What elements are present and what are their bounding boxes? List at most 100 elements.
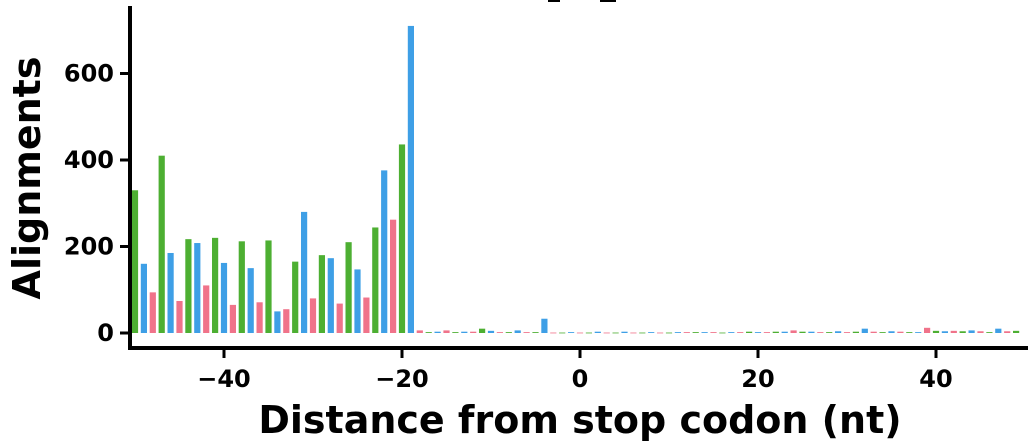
- bar-frame0-x-17: [425, 332, 432, 333]
- bar-frame2-x-33: [283, 309, 290, 333]
- bar-frame0-x-38: [238, 241, 245, 333]
- bar-frame2-x-48: [149, 292, 156, 333]
- bar-frame2-x18: [737, 332, 744, 333]
- bar-frame0-x22: [772, 331, 779, 333]
- bar-frame2-x15: [710, 332, 717, 333]
- bar-frame0-x-5: [532, 332, 539, 333]
- bar-frame1-x-40: [220, 262, 228, 333]
- bar-frame2-x-3: [550, 332, 557, 334]
- bar-frame2-x-45: [176, 301, 183, 333]
- bar-frame0-x49: [1013, 330, 1020, 333]
- bar-frame1-x5: [621, 331, 628, 333]
- bar-frame0-x16: [719, 332, 726, 334]
- bar-frame1-x-10: [487, 330, 495, 333]
- bar-frame0-x-11: [479, 328, 486, 333]
- x-tick-label: 20: [741, 365, 774, 393]
- bar-frame2-x-18: [416, 330, 423, 333]
- x-tick-label: 40: [919, 365, 952, 393]
- bar-frame1-x-19: [407, 25, 414, 334]
- y-tick-label: 0: [97, 319, 114, 347]
- bar-frame1-x-7: [514, 330, 521, 333]
- bar-frame2-x-15: [443, 330, 450, 333]
- bar-frame0-x4: [612, 332, 619, 334]
- bar-frame1-x44: [968, 330, 975, 333]
- bar-frame1-x-49: [140, 263, 147, 333]
- bars-layer: [131, 25, 1020, 334]
- bar-frame1-x-16: [434, 331, 441, 333]
- bar-frame1-x35: [888, 331, 895, 333]
- bar-frame1-x-25: [354, 269, 361, 333]
- bar-frame0-x-23: [372, 227, 379, 333]
- bar-frame1-x-22: [381, 170, 388, 333]
- bar-frame0-x7: [639, 332, 646, 334]
- bar-frame0-x-44: [185, 239, 192, 333]
- x-tick-label: −40: [197, 365, 251, 393]
- bar-frame0-x28: [826, 332, 833, 333]
- bar-frame0-x-26: [345, 242, 352, 333]
- bar-frame0-x-20: [398, 144, 406, 333]
- bar-frame2-x9: [657, 332, 664, 334]
- bar-frame0-x37: [906, 332, 913, 333]
- bar-frame1-x29: [835, 331, 842, 333]
- y-axis-title: Alignments: [5, 57, 49, 300]
- bar-frame1-x32: [861, 328, 868, 333]
- bar-frame1-x41: [941, 331, 948, 333]
- bar-frame2-x-27: [336, 303, 343, 333]
- bar-frame2-x-36: [256, 302, 263, 333]
- bar-frame0-x-50: [131, 190, 139, 333]
- bar-frame0-x34: [879, 332, 886, 333]
- bar-frame0-x25: [799, 331, 806, 333]
- bar-frame2-x0: [576, 332, 584, 334]
- bar-frame1-x20: [754, 332, 762, 333]
- bar-frame1-x38: [915, 332, 922, 333]
- bar-frame2-x30: [843, 332, 851, 333]
- bar-frame2-x-24: [363, 297, 370, 333]
- bar-frame0-x31: [852, 331, 859, 333]
- bar-frame1-x47: [995, 328, 1002, 333]
- bar-frame2-x-9: [496, 332, 503, 333]
- bar-frame1-x8: [648, 332, 655, 333]
- bar-frame2-x36: [897, 331, 904, 333]
- bar-frame2-x-12: [470, 331, 477, 333]
- bar-frame1-x-13: [461, 331, 468, 333]
- y-tick-label: 400: [64, 146, 114, 174]
- bar-frame1-x14: [701, 332, 708, 333]
- bar-frame2-x24: [790, 330, 797, 333]
- x-ticks: −40 −20 0 20 40: [197, 348, 953, 393]
- bar-frame2-x39: [924, 327, 931, 333]
- x-axis-title: Distance from stop codon (nt): [258, 398, 901, 441]
- bar-frame1-x-1: [568, 332, 575, 333]
- bar-frame0-x43: [959, 331, 966, 333]
- bar-frame1-x-46: [167, 252, 174, 333]
- bar-frame1-x23: [781, 331, 788, 333]
- bar-frame1-x-31: [301, 211, 308, 333]
- bar-frame2-x42: [950, 330, 957, 333]
- x-tick-label: −20: [375, 365, 429, 393]
- bar-frame0-x13: [692, 332, 699, 333]
- y-tick-label: 600: [64, 60, 114, 88]
- bar-frame0-x-14: [452, 332, 459, 333]
- bar-frame2-x-42: [203, 285, 210, 333]
- title-fragment: [548, 0, 616, 2]
- bar-frame1-x-37: [247, 268, 254, 334]
- bar-frame0-x-35: [265, 240, 272, 333]
- bar-frame1-x2: [594, 331, 601, 333]
- bar-frame2-x45: [977, 331, 984, 333]
- bar-frame2-x27: [817, 332, 824, 333]
- y-ticks: 0 200 400 600: [64, 60, 130, 347]
- axes: [128, 6, 1028, 350]
- bar-frame0-x-8: [505, 332, 512, 333]
- bar-frame2-x21: [763, 332, 770, 333]
- bar-frame1-x-28: [327, 258, 334, 333]
- bar-frame1-x-43: [194, 243, 201, 333]
- y-tick-label: 200: [64, 233, 114, 261]
- bar-frame0-x-29: [318, 255, 325, 333]
- bar-frame2-x-30: [309, 298, 317, 333]
- bar-frame1-x26: [808, 331, 815, 333]
- bar-frame2-x-39: [229, 304, 236, 333]
- bar-frame2-x3: [603, 332, 610, 334]
- bar-frame2-x-6: [523, 332, 530, 333]
- bar-frame2-x48: [1004, 331, 1011, 333]
- bar-frame2-x12: [683, 332, 690, 333]
